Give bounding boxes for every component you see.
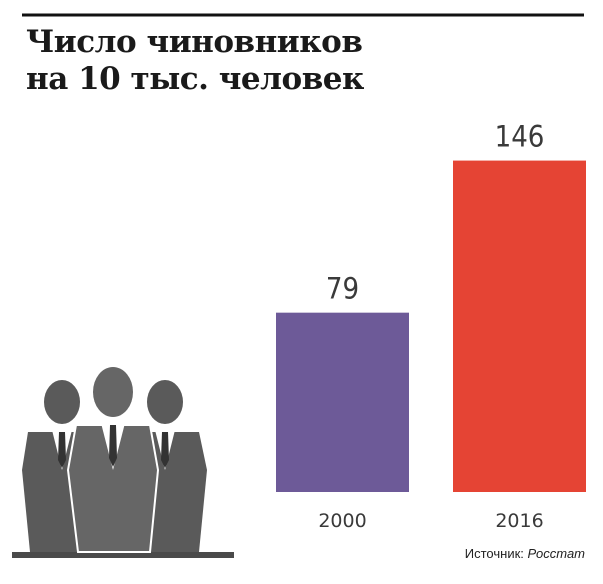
bar (276, 312, 409, 492)
people-icon (12, 367, 234, 558)
chart-title: Число чиновников на 10 тыс. человек (26, 24, 364, 97)
source-label: Источник: (465, 546, 524, 561)
value-label: 79 (326, 272, 359, 306)
x-tick-label: 2000 (318, 510, 366, 532)
source: Источник: Росстат (465, 546, 585, 561)
source-name: Росстат (528, 546, 586, 561)
value-label: 146 (495, 120, 545, 154)
bar (453, 160, 586, 492)
x-tick-label: 2016 (495, 510, 543, 532)
